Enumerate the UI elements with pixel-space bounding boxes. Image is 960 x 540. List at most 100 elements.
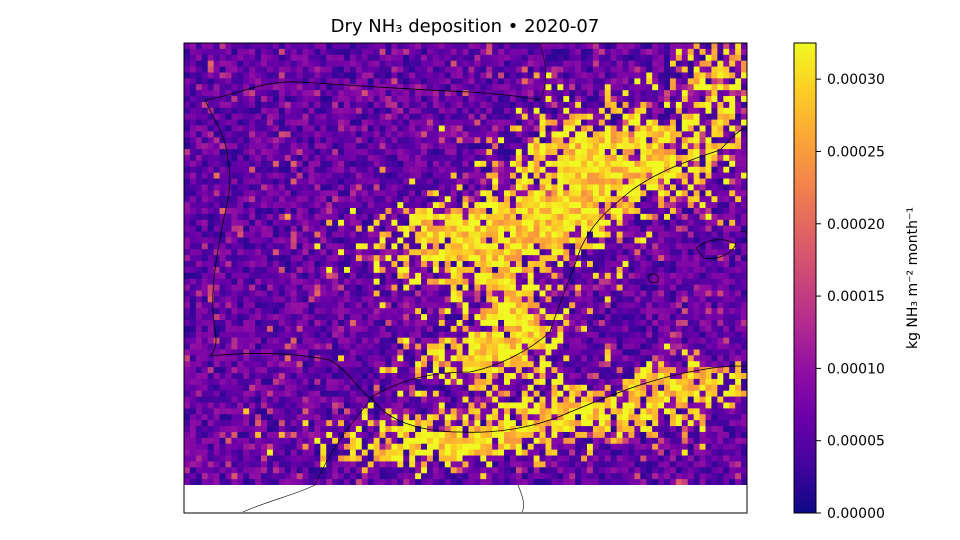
map-cell: [296, 119, 303, 126]
map-cell: [515, 60, 523, 67]
map-cell: [705, 160, 712, 168]
map-cell: [344, 231, 351, 238]
map-cell: [741, 213, 748, 221]
map-cell: [569, 184, 576, 191]
map-cell: [646, 54, 653, 62]
map-cell: [261, 290, 268, 297]
map-cell: [664, 43, 671, 50]
map-cell: [693, 337, 700, 344]
map-cell: [266, 349, 274, 356]
map-cell: [669, 190, 677, 197]
map-cell: [681, 54, 689, 62]
map-cell: [586, 54, 594, 62]
map-cell: [302, 84, 309, 91]
map-cell: [231, 107, 238, 115]
map-cell: [367, 60, 375, 67]
map-cell: [231, 113, 238, 121]
map-cell: [284, 225, 292, 232]
map-cell: [385, 101, 392, 109]
map-cell: [456, 143, 463, 150]
map-cell: [646, 78, 653, 85]
map-cell: [681, 202, 689, 209]
map-cell: [421, 231, 428, 238]
map-cell: [693, 178, 700, 185]
map-cell: [741, 314, 748, 321]
map-cell: [302, 72, 309, 79]
map-cell: [735, 319, 742, 327]
map-cell: [326, 154, 333, 162]
map-cell: [598, 137, 606, 144]
map-cell: [284, 219, 292, 227]
map-cell: [243, 343, 250, 350]
map-cell: [379, 266, 386, 274]
map-cell: [361, 143, 369, 150]
map-cell: [308, 202, 315, 209]
map-cell: [195, 213, 203, 221]
map-cell: [349, 202, 357, 209]
map-cell: [409, 190, 416, 197]
map-cell: [284, 190, 292, 197]
map-cell: [711, 101, 718, 109]
map-cell: [652, 202, 659, 209]
map-cell: [444, 349, 452, 356]
map-cell: [361, 272, 369, 280]
map-cell: [456, 54, 463, 62]
map-cell: [284, 237, 292, 244]
map-cell: [326, 166, 333, 174]
map-cell: [225, 48, 232, 56]
map-cell: [675, 149, 683, 156]
map-cell: [669, 225, 677, 232]
map-cell: [355, 154, 363, 162]
map-cell: [462, 237, 469, 244]
map-cell: [527, 202, 535, 209]
map-cell: [231, 190, 238, 197]
map-cell: [266, 72, 274, 79]
map-cell: [723, 278, 730, 286]
map-cell: [581, 255, 588, 262]
map-cell: [533, 119, 540, 126]
map-cell: [640, 284, 647, 291]
map-cell: [652, 219, 659, 227]
map-cell: [344, 290, 351, 297]
map-cell: [598, 43, 606, 50]
map-cell: [373, 66, 380, 73]
map-cell: [592, 296, 600, 303]
map-cell: [575, 172, 582, 179]
map-cell: [201, 337, 209, 344]
map-cell: [586, 107, 594, 115]
map-cell: [201, 272, 209, 280]
map-cell: [421, 43, 428, 50]
map-cell: [326, 337, 333, 344]
map-cell: [498, 278, 505, 286]
map-cell: [640, 90, 647, 97]
map-cell: [711, 178, 718, 185]
map-cell: [598, 96, 606, 103]
map-cell: [332, 101, 339, 109]
map-cell: [581, 101, 588, 109]
map-cell: [320, 90, 327, 97]
map-cell: [201, 266, 209, 274]
map-cell: [284, 319, 292, 327]
map-cell: [349, 184, 357, 191]
map-cell: [302, 131, 309, 138]
map-cell: [462, 325, 469, 333]
map-cell: [338, 202, 345, 209]
map-cell: [664, 60, 671, 67]
map-cell: [302, 137, 309, 144]
map-cell: [569, 314, 576, 321]
map-cell: [355, 319, 363, 327]
map-cell: [332, 213, 339, 221]
map-cell: [189, 314, 197, 321]
map-cell: [438, 284, 446, 291]
map-cell: [592, 325, 600, 333]
map-cell: [332, 84, 339, 91]
map-cell: [344, 72, 351, 79]
map-cell: [344, 266, 351, 274]
map-cell: [711, 284, 718, 291]
map-cell: [261, 343, 268, 350]
map-cell: [195, 237, 203, 244]
map-cell: [498, 78, 505, 85]
map-cell: [225, 125, 232, 132]
map-cell: [581, 284, 588, 291]
map-cell: [646, 125, 653, 132]
